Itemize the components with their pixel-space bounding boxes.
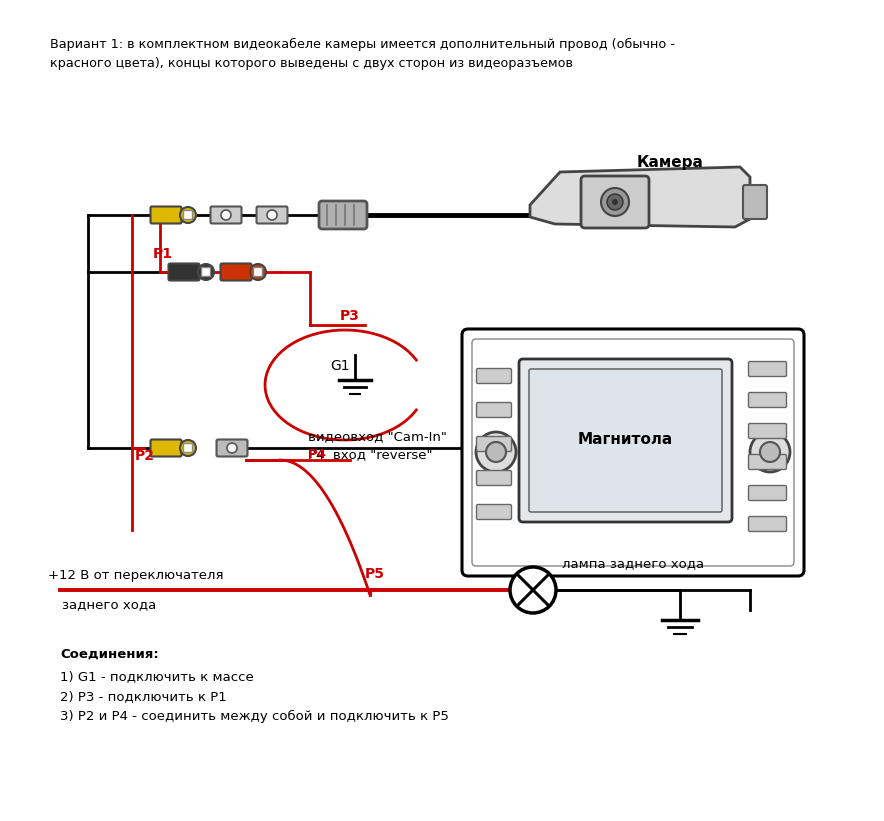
FancyBboxPatch shape [319,201,367,229]
Circle shape [601,188,629,216]
Circle shape [180,207,196,223]
Circle shape [267,210,277,220]
Text: P3: P3 [340,309,360,323]
Circle shape [510,567,556,613]
Circle shape [476,432,516,472]
FancyBboxPatch shape [749,424,787,438]
Circle shape [180,440,196,456]
FancyBboxPatch shape [519,359,732,522]
FancyBboxPatch shape [462,329,804,576]
Circle shape [227,443,237,453]
Text: 2) Р3 - подключить к Р1: 2) Р3 - подключить к Р1 [60,690,227,703]
Circle shape [760,442,780,462]
Text: Вариант 1: в комплектном видеокабеле камеры имеется дополнительный провод (обычн: Вариант 1: в комплектном видеокабеле кам… [50,38,674,70]
FancyBboxPatch shape [749,516,787,531]
Text: 3) Р2 и Р4 - соединить между собой и подключить к Р5: 3) Р2 и Р4 - соединить между собой и под… [60,710,449,723]
FancyBboxPatch shape [256,207,287,223]
Text: Соединения:: Соединения: [60,648,159,661]
Circle shape [750,432,790,472]
FancyBboxPatch shape [529,369,722,512]
FancyBboxPatch shape [476,402,512,418]
FancyBboxPatch shape [749,455,787,470]
FancyBboxPatch shape [220,264,252,281]
Circle shape [486,442,506,462]
Circle shape [198,264,214,280]
FancyBboxPatch shape [210,207,241,223]
Text: P4: P4 [308,448,327,461]
Text: G1: G1 [330,359,350,373]
Text: P2: P2 [135,449,155,463]
Text: P4  вход "reverse": P4 вход "reverse" [308,448,432,461]
Text: видеовход "Cam-In": видеовход "Cam-In" [308,430,447,443]
Text: P5: P5 [365,567,385,581]
FancyBboxPatch shape [184,443,193,452]
FancyBboxPatch shape [476,470,512,485]
FancyBboxPatch shape [150,207,181,223]
FancyBboxPatch shape [472,339,794,566]
Polygon shape [530,167,750,227]
FancyBboxPatch shape [743,185,767,219]
FancyBboxPatch shape [581,176,649,228]
Text: P1: P1 [153,247,173,261]
FancyBboxPatch shape [217,439,248,456]
FancyBboxPatch shape [749,485,787,501]
FancyBboxPatch shape [749,392,787,407]
FancyBboxPatch shape [184,210,193,219]
Circle shape [612,199,618,205]
Text: Камера: Камера [636,155,704,170]
FancyBboxPatch shape [202,268,210,277]
Circle shape [607,194,623,210]
Circle shape [221,210,231,220]
FancyBboxPatch shape [476,437,512,452]
FancyBboxPatch shape [169,264,200,281]
Text: лампа заднего хода: лампа заднего хода [562,557,705,570]
FancyBboxPatch shape [150,439,181,456]
FancyBboxPatch shape [749,361,787,377]
Circle shape [250,264,266,280]
FancyBboxPatch shape [476,504,512,520]
Text: +12 В от переключателя: +12 В от переключателя [48,569,224,582]
Text: заднего хода: заднего хода [62,598,156,611]
FancyBboxPatch shape [476,369,512,383]
FancyBboxPatch shape [254,268,263,277]
Text: Магнитола: Магнитола [577,433,673,447]
Text: 1) G1 - подключить к массе: 1) G1 - подключить к массе [60,670,254,683]
